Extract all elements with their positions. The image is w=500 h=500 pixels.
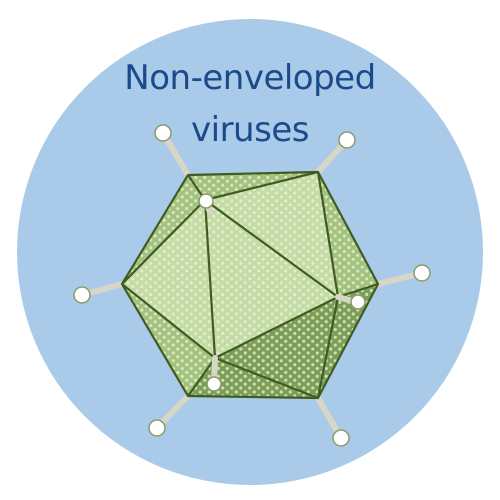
fiber-spike-icon	[375, 264, 431, 287]
fiber-spike-icon	[315, 131, 356, 175]
fiber-spike-icon	[315, 395, 350, 447]
title-line-2: viruses	[191, 110, 309, 150]
fiber-spike-icon	[206, 355, 222, 392]
fiber-spike-icon	[198, 193, 214, 215]
title-line-1: Non-enveloped	[124, 58, 376, 98]
front-spikes	[198, 193, 366, 392]
icosahedral-capsid-icon	[120, 170, 380, 400]
fiber-spike-icon	[148, 393, 191, 437]
fiber-spike-icon	[335, 294, 366, 310]
fiber-spike-icon	[154, 124, 191, 178]
fiber-spike-icon	[73, 281, 125, 304]
spikes	[73, 124, 431, 447]
